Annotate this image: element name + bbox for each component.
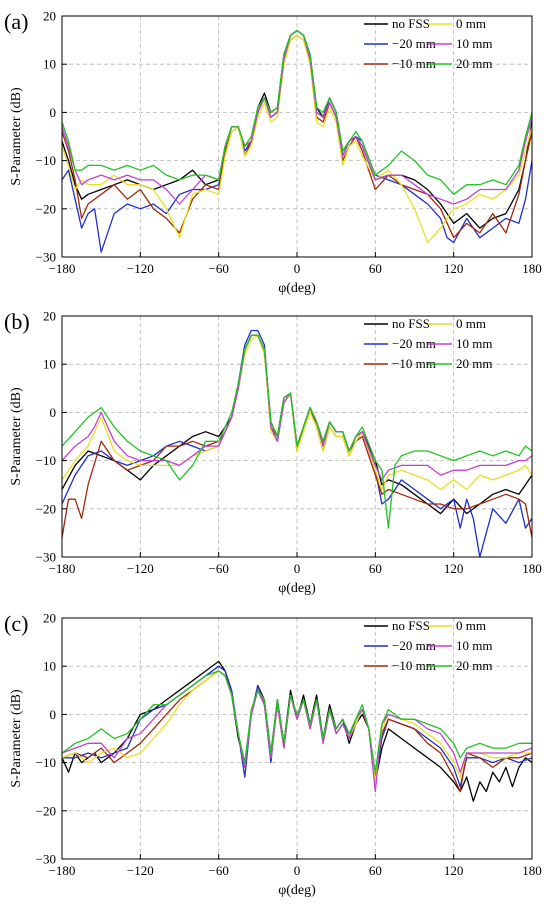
y-tick-label: −10 [36,755,56,770]
legend-label: no FSS [392,316,430,331]
legend-label: 10 mm [456,36,492,51]
x-tick-label: 0 [294,261,301,276]
x-tick-label: −120 [127,261,154,276]
x-tick-label: −60 [208,261,228,276]
y-tick-label: 0 [50,707,57,722]
y-tick-label: −30 [36,250,56,265]
legend-label: 0 mm [456,16,486,31]
chart-panel-1: −180 −120 −60 0 60 120 180 20 10 0 −10 −20 −30 φ(deg)… [4,9,542,297]
series-line-6 [62,670,532,773]
y-tick-label: −20 [36,803,56,818]
legend-label: −20 mm [392,638,436,653]
legend: no FSS −20 mm −10 mm 0 mm 10 mm 20 mm [364,316,492,371]
legend-label: 20 mm [456,56,492,71]
y-tick-label: −10 [36,153,56,168]
y-axis-label: S-Parameter (dB) [9,87,24,186]
y-tick-label: 0 [50,105,57,120]
x-tick-label: −120 [127,863,154,878]
legend-label: no FSS [392,16,430,31]
panel-label: (b) [4,309,30,334]
legend-label: −10 mm [392,56,436,71]
x-axis-label: φ(deg) [278,581,316,596]
legend-label: 0 mm [456,618,486,633]
legend-label: 10 mm [456,336,492,351]
x-tick-label: −60 [208,561,228,576]
y-tick-label: 20 [43,611,56,626]
x-tick-label: −120 [127,561,154,576]
x-tick-label: 0 [294,863,301,878]
x-tick-label: 180 [522,261,542,276]
x-axis-label: φ(deg) [278,281,316,296]
series-group [62,660,532,802]
series-line-4 [62,334,532,491]
x-tick-label: 120 [444,561,464,576]
x-tick-label: 0 [294,561,301,576]
y-tick-label: −20 [36,501,56,516]
y-axis-label: S-Parameter (dB) [9,387,24,486]
legend-label: −20 mm [392,36,436,51]
legend-label: −10 mm [392,356,436,371]
legend-label: 10 mm [456,638,492,653]
legend-label: −10 mm [392,658,436,673]
x-axis-label: φ(deg) [278,883,316,898]
series-line-6 [62,334,532,529]
x-tick-label: 60 [369,863,382,878]
chart-panel-2: −180 −120 −60 0 60 120 180 20 10 0 −10 −20 −30 φ(deg)… [4,309,542,597]
x-tick-label: 120 [444,261,464,276]
x-tick-label: −180 [49,261,76,276]
legend: no FSS −20 mm −10 mm 0 mm 10 mm 20 mm [364,618,492,673]
legend-label: 20 mm [456,356,492,371]
y-tick-label: −30 [36,550,56,565]
series-line-4 [62,34,532,244]
x-tick-label: −180 [49,863,76,878]
legend-label: 20 mm [456,658,492,673]
x-tick-label: 60 [369,261,382,276]
x-tick-label: −180 [49,561,76,576]
chart-panel-3: −180 −120 −60 0 60 120 180 20 10 0 −10 −20 −30 φ(deg)… [4,611,542,899]
series-line-6 [62,29,532,195]
legend-label: −20 mm [392,336,436,351]
y-tick-label: 10 [43,659,56,674]
y-axis-label: S-Parameter (dB) [9,689,24,788]
y-tick-label: 10 [43,357,56,372]
y-tick-label: −30 [36,852,56,867]
x-tick-label: −60 [208,863,228,878]
y-tick-label: 20 [43,9,56,24]
panel-label: (c) [4,611,28,636]
y-tick-label: 0 [50,405,57,420]
y-tick-label: −10 [36,453,56,468]
x-tick-label: 60 [369,561,382,576]
y-tick-label: 10 [43,57,56,72]
y-tick-label: −20 [36,201,56,216]
series-group [62,29,532,253]
panel-label: (a) [4,9,28,34]
legend-label: 0 mm [456,316,486,331]
legend-label: no FSS [392,618,430,633]
y-tick-label: 20 [43,309,56,324]
series-group [62,329,532,557]
x-tick-label: 180 [522,561,542,576]
x-tick-label: 180 [522,863,542,878]
x-tick-label: 120 [444,863,464,878]
legend: no FSS −20 mm −10 mm 0 mm 10 mm 20 mm [364,16,492,71]
